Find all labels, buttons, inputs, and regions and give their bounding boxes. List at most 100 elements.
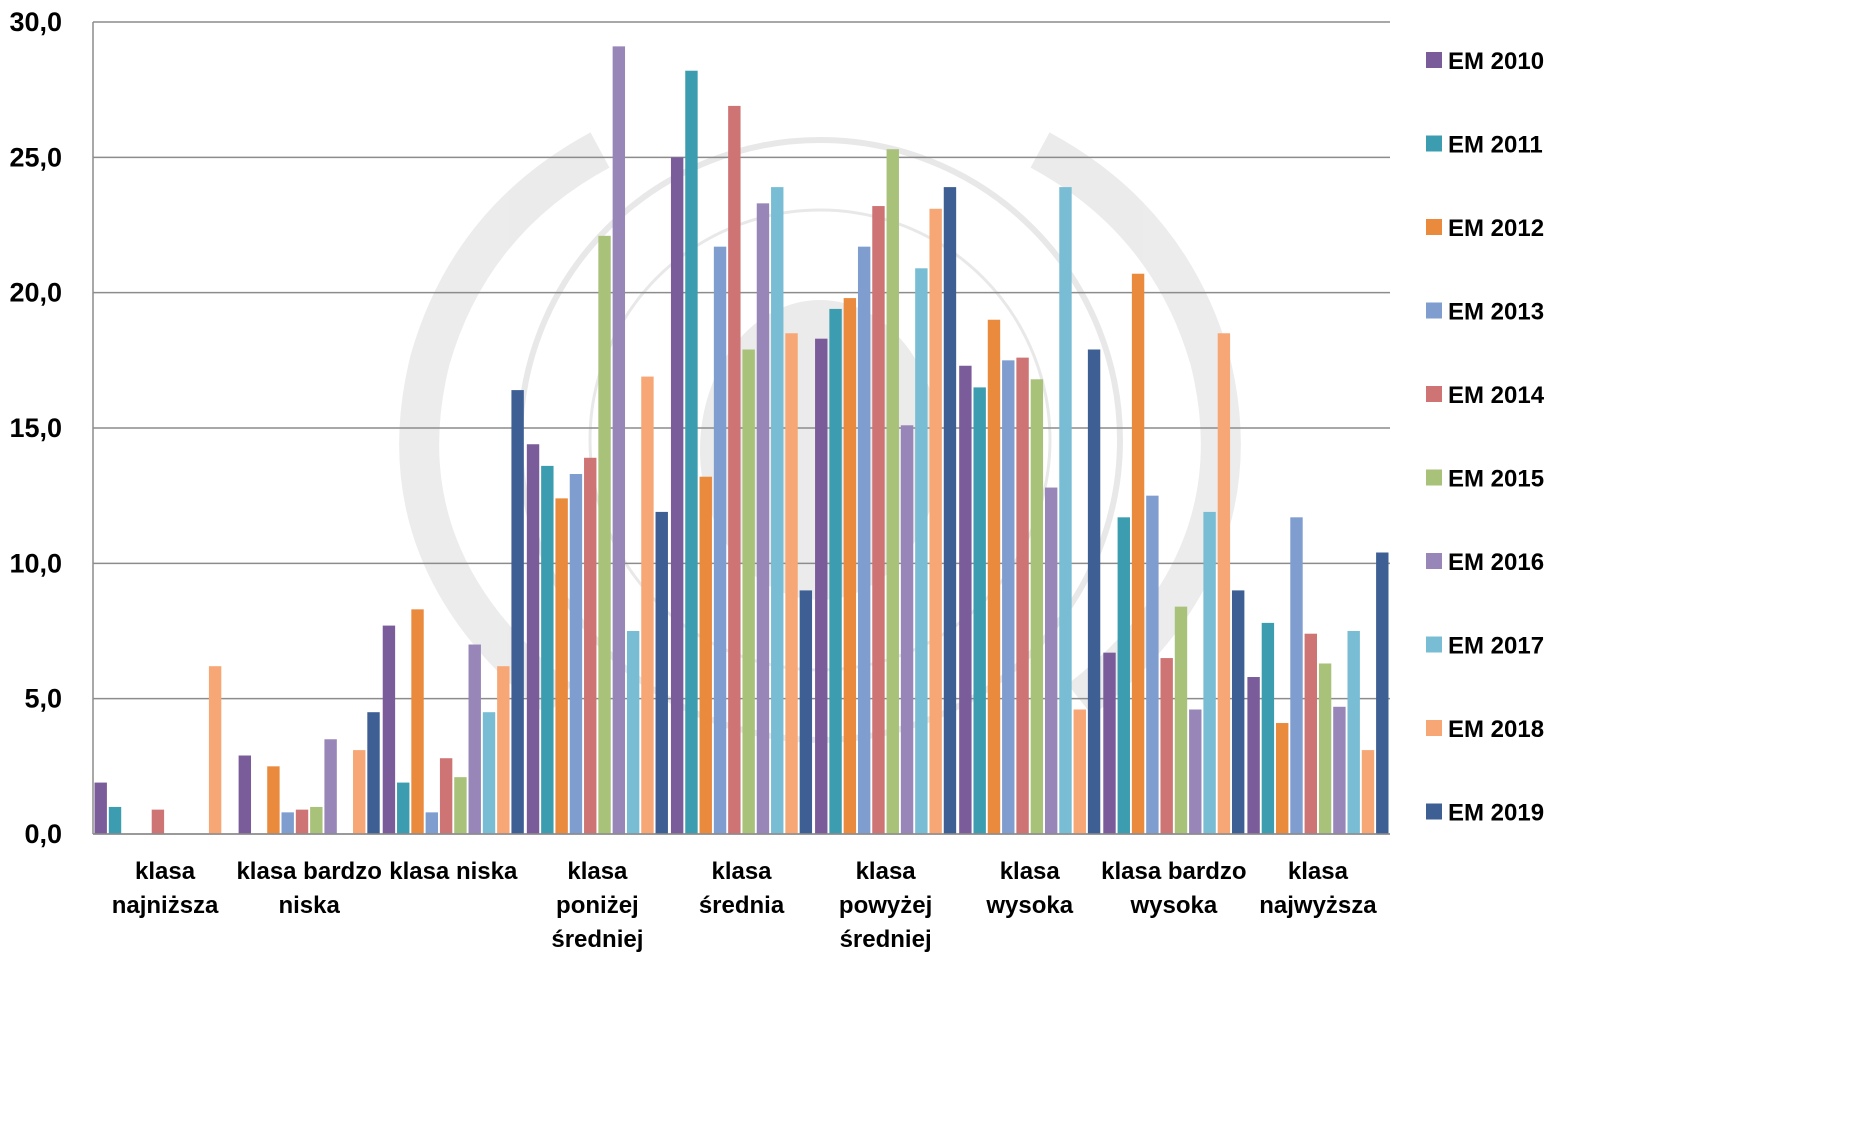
y-tick-label: 5,0 bbox=[24, 684, 62, 714]
bar bbox=[108, 806, 122, 834]
bar bbox=[439, 758, 453, 834]
bar bbox=[943, 187, 957, 834]
bar bbox=[1361, 750, 1375, 834]
bar bbox=[526, 444, 540, 834]
bar bbox=[1146, 495, 1159, 834]
legend-item: EM 2010 bbox=[1426, 48, 1544, 75]
bar bbox=[641, 376, 654, 834]
legend-swatch bbox=[1426, 553, 1442, 569]
bar bbox=[411, 609, 424, 834]
bar bbox=[1174, 606, 1188, 834]
y-tick-label: 30,0 bbox=[9, 7, 62, 37]
x-tick-label: klasa powyżej średniej bbox=[839, 858, 932, 953]
legend-label: EM 2012 bbox=[1448, 215, 1544, 242]
bar bbox=[670, 157, 684, 835]
bar bbox=[584, 457, 597, 834]
legend-item: EM 2012 bbox=[1426, 215, 1544, 242]
bar bbox=[872, 206, 885, 834]
bar bbox=[1002, 360, 1015, 834]
bar bbox=[785, 333, 798, 834]
bar bbox=[382, 625, 396, 834]
bar bbox=[655, 511, 668, 834]
bar bbox=[886, 149, 899, 835]
legend-item: EM 2017 bbox=[1426, 633, 1544, 660]
bar bbox=[1217, 333, 1231, 834]
legend-item: EM 2015 bbox=[1426, 466, 1544, 493]
bar bbox=[857, 246, 871, 835]
bar bbox=[713, 246, 727, 835]
bar bbox=[1333, 706, 1346, 834]
legend-swatch bbox=[1426, 803, 1442, 820]
legend-label: EM 2016 bbox=[1448, 549, 1544, 576]
bar bbox=[511, 390, 524, 834]
x-axis: klasa najniższa klasa bardzo niska klasa nis… bbox=[93, 833, 1390, 953]
legend-item: EM 2016 bbox=[1426, 549, 1544, 576]
bar bbox=[1304, 633, 1317, 834]
y-tick-label: 20,0 bbox=[9, 278, 62, 308]
legend-label: EM 2010 bbox=[1448, 48, 1544, 75]
x-tick-label: klasa bardzo niska bbox=[236, 858, 381, 919]
legend-item: EM 2011 bbox=[1426, 132, 1543, 159]
bar bbox=[324, 739, 337, 834]
bar bbox=[756, 203, 770, 834]
legend-item: EM 2014 bbox=[1426, 382, 1545, 409]
bar bbox=[987, 319, 1001, 834]
gridlines bbox=[93, 21, 1390, 835]
legend-swatch bbox=[1426, 720, 1442, 736]
legend-item: EM 2018 bbox=[1426, 716, 1544, 743]
bar bbox=[295, 809, 309, 834]
bar bbox=[497, 666, 510, 834]
bar bbox=[771, 187, 784, 834]
bar bbox=[1247, 677, 1260, 834]
bar bbox=[1189, 709, 1202, 834]
bar bbox=[151, 809, 165, 834]
bar bbox=[468, 644, 481, 834]
bar bbox=[238, 755, 252, 834]
bar bbox=[843, 298, 857, 835]
bar bbox=[425, 812, 439, 834]
bar bbox=[397, 782, 410, 834]
bar bbox=[1290, 517, 1303, 834]
legend-swatch bbox=[1426, 302, 1442, 319]
legend-swatch bbox=[1426, 52, 1442, 68]
legend-swatch bbox=[1426, 386, 1442, 402]
bar bbox=[1016, 357, 1029, 834]
x-tick-label: klasa średnia bbox=[699, 858, 785, 919]
x-tick-label: klasa bardzo wysoka bbox=[1101, 858, 1246, 919]
legend-label: EM 2013 bbox=[1448, 299, 1544, 326]
bar bbox=[454, 777, 467, 834]
bar bbox=[1261, 622, 1275, 834]
legend-label: EM 2014 bbox=[1448, 382, 1545, 409]
legend-swatch bbox=[1426, 219, 1442, 235]
bar bbox=[799, 590, 813, 834]
x-tick-label: klasa wysoka bbox=[985, 858, 1073, 919]
bar bbox=[1073, 709, 1086, 834]
bar bbox=[541, 465, 554, 834]
bar bbox=[699, 476, 712, 834]
legend-label: EM 2019 bbox=[1448, 800, 1544, 827]
bar bbox=[569, 474, 583, 834]
bar bbox=[1231, 590, 1245, 834]
bar bbox=[973, 387, 986, 834]
bar bbox=[815, 338, 828, 834]
bars bbox=[94, 46, 1389, 835]
bar bbox=[1087, 349, 1101, 834]
x-tick-label: klasa najwyższa bbox=[1259, 858, 1377, 919]
bar bbox=[208, 666, 222, 834]
bar bbox=[1059, 187, 1072, 834]
bar bbox=[626, 631, 640, 834]
bar bbox=[555, 498, 568, 834]
bar bbox=[1103, 652, 1116, 834]
bar bbox=[1117, 517, 1130, 834]
legend-label: EM 2011 bbox=[1448, 132, 1543, 159]
bar bbox=[929, 208, 942, 834]
legend-swatch bbox=[1426, 636, 1442, 653]
x-tick-label: klasa niska bbox=[389, 858, 518, 885]
y-tick-label: 10,0 bbox=[9, 548, 62, 578]
bar bbox=[959, 365, 972, 834]
legend: EM 2010 EM 2011 EM 2012 EM 2013 EM 2014 EM 20… bbox=[1426, 48, 1545, 827]
bar bbox=[310, 806, 323, 834]
legend-label: EM 2015 bbox=[1448, 466, 1544, 493]
bar bbox=[482, 712, 496, 834]
